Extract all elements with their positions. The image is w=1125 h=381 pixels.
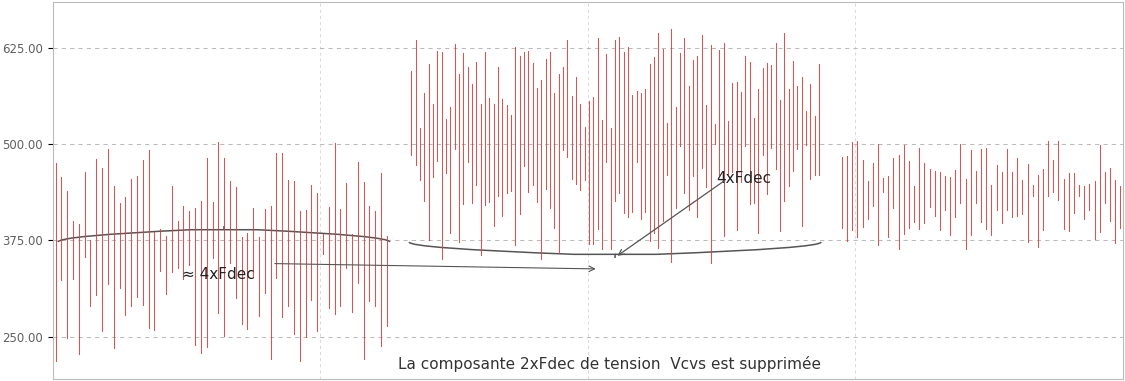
Text: 4xFdec: 4xFdec [717,171,772,186]
Text: La composante 2xFdec de tension  Vcvs est supprimée: La composante 2xFdec de tension Vcvs est… [398,355,821,371]
Text: ≈ 4xFdec: ≈ 4xFdec [182,267,255,282]
